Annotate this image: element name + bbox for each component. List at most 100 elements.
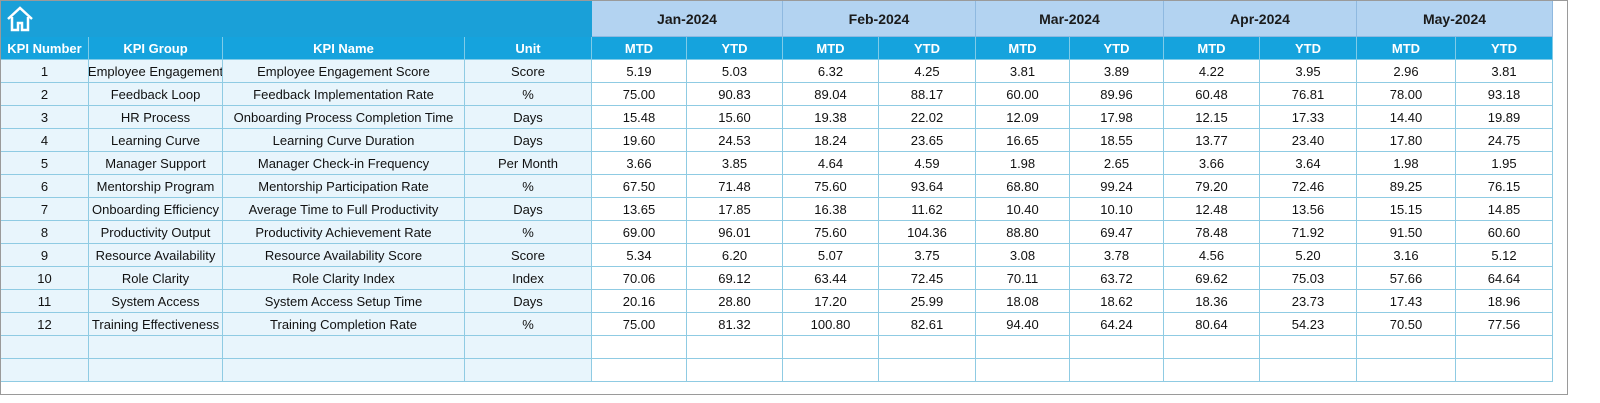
ytd-value: 93.18 xyxy=(1456,83,1553,106)
kpi-group: Role Clarity xyxy=(89,267,223,290)
mtd-value: 16.65 xyxy=(976,129,1070,152)
kpi-group xyxy=(89,336,223,359)
mtd-value: 18.24 xyxy=(783,129,879,152)
mtd-value xyxy=(976,359,1070,382)
ytd-value: 23.65 xyxy=(879,129,976,152)
mtd-value: 5.34 xyxy=(592,244,687,267)
ytd-value: 2.65 xyxy=(1070,152,1164,175)
ytd-value: 81.32 xyxy=(687,313,783,336)
ytd-header: YTD xyxy=(1260,37,1357,60)
mtd-value: 17.43 xyxy=(1357,290,1456,313)
mtd-value: 18.08 xyxy=(976,290,1070,313)
ytd-value: 3.75 xyxy=(879,244,976,267)
ytd-value xyxy=(1070,359,1164,382)
ytd-value: 4.25 xyxy=(879,60,976,83)
mtd-value: 3.81 xyxy=(976,60,1070,83)
mtd-value: 88.80 xyxy=(976,221,1070,244)
ytd-value: 77.56 xyxy=(1456,313,1553,336)
sheet: Jan-2024 MTD YTD Feb-2024 MTD YTD Mar-2024 MTD Y… xyxy=(0,0,1568,395)
ytd-value: 22.02 xyxy=(879,106,976,129)
month-header: Feb-2024 xyxy=(783,1,976,37)
mtd-value: 15.15 xyxy=(1357,198,1456,221)
mtd-value: 69.62 xyxy=(1164,267,1260,290)
kpi-name: Onboarding Process Completion Time xyxy=(223,106,465,129)
unit: % xyxy=(465,83,592,106)
mtd-value: 70.06 xyxy=(592,267,687,290)
ytd-value: 75.03 xyxy=(1260,267,1357,290)
mtd-value: 3.66 xyxy=(592,152,687,175)
kpi-number: 7 xyxy=(1,198,89,221)
mtd-value: 78.48 xyxy=(1164,221,1260,244)
kpi-number: 11 xyxy=(1,290,89,313)
kpi-number: 9 xyxy=(1,244,89,267)
kpi-name: Feedback Implementation Rate xyxy=(223,83,465,106)
home-icon[interactable] xyxy=(5,5,35,33)
kpi-number: 5 xyxy=(1,152,89,175)
column-header: Unit xyxy=(465,37,592,60)
ytd-value: 18.55 xyxy=(1070,129,1164,152)
mtd-value: 3.16 xyxy=(1357,244,1456,267)
ytd-value: 25.99 xyxy=(879,290,976,313)
mtd-value: 12.15 xyxy=(1164,106,1260,129)
kpi-group: Training Effectiveness xyxy=(89,313,223,336)
mtd-value: 14.40 xyxy=(1357,106,1456,129)
mtd-value: 100.80 xyxy=(783,313,879,336)
kpi-name xyxy=(223,336,465,359)
ytd-value: 1.95 xyxy=(1456,152,1553,175)
ytd-value: 23.40 xyxy=(1260,129,1357,152)
mtd-value: 17.80 xyxy=(1357,129,1456,152)
unit: % xyxy=(465,175,592,198)
kpi-number: 10 xyxy=(1,267,89,290)
kpi-name: System Access Setup Time xyxy=(223,290,465,313)
mtd-value: 10.40 xyxy=(976,198,1070,221)
unit: % xyxy=(465,313,592,336)
ytd-value xyxy=(1070,336,1164,359)
unit: Days xyxy=(465,106,592,129)
ytd-value: 3.81 xyxy=(1456,60,1553,83)
mtd-value: 18.36 xyxy=(1164,290,1260,313)
ytd-value xyxy=(1456,336,1553,359)
kpi-group: Onboarding Efficiency xyxy=(89,198,223,221)
ytd-value: 64.24 xyxy=(1070,313,1164,336)
mtd-value: 2.96 xyxy=(1357,60,1456,83)
mtd-value: 69.00 xyxy=(592,221,687,244)
ytd-value: 93.64 xyxy=(879,175,976,198)
mtd-value: 17.20 xyxy=(783,290,879,313)
ytd-value: 76.15 xyxy=(1456,175,1553,198)
kpi-number: 12 xyxy=(1,313,89,336)
kpi-group: HR Process xyxy=(89,106,223,129)
ytd-value: 4.59 xyxy=(879,152,976,175)
ytd-value xyxy=(879,336,976,359)
ytd-value: 88.17 xyxy=(879,83,976,106)
mtd-value: 4.64 xyxy=(783,152,879,175)
ytd-value: 17.98 xyxy=(1070,106,1164,129)
mtd-header: MTD xyxy=(1357,37,1456,60)
ytd-value: 72.46 xyxy=(1260,175,1357,198)
kpi-name: Average Time to Full Productivity xyxy=(223,198,465,221)
unit: % xyxy=(465,221,592,244)
kpi-group xyxy=(89,359,223,382)
kpi-group: System Access xyxy=(89,290,223,313)
ytd-value: 18.96 xyxy=(1456,290,1553,313)
ytd-value: 63.72 xyxy=(1070,267,1164,290)
ytd-value: 90.83 xyxy=(687,83,783,106)
ytd-value: 76.81 xyxy=(1260,83,1357,106)
mtd-value: 94.40 xyxy=(976,313,1070,336)
ytd-value xyxy=(1456,359,1553,382)
unit xyxy=(465,359,592,382)
kpi-name: Training Completion Rate xyxy=(223,313,465,336)
kpi-name: Employee Engagement Score xyxy=(223,60,465,83)
mtd-value: 16.38 xyxy=(783,198,879,221)
ytd-value: 3.95 xyxy=(1260,60,1357,83)
ytd-value: 54.23 xyxy=(1260,313,1357,336)
mtd-value: 60.48 xyxy=(1164,83,1260,106)
mtd-value: 89.04 xyxy=(783,83,879,106)
unit: Days xyxy=(465,129,592,152)
ytd-value xyxy=(1260,336,1357,359)
ytd-value: 71.48 xyxy=(687,175,783,198)
ytd-value: 82.61 xyxy=(879,313,976,336)
ytd-value: 10.10 xyxy=(1070,198,1164,221)
mtd-value: 91.50 xyxy=(1357,221,1456,244)
ytd-value: 104.36 xyxy=(879,221,976,244)
mtd-value xyxy=(1164,359,1260,382)
